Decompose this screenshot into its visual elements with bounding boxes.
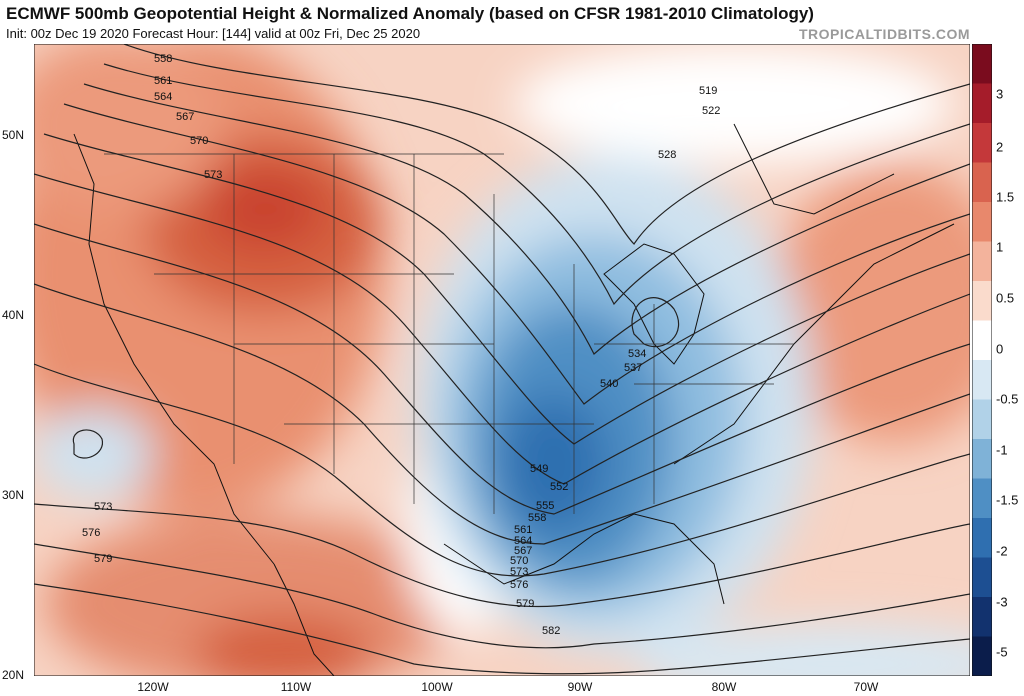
colorbar-label: 0 [996, 341, 1004, 357]
contour-labels: 558 561 564 567 570 573 519 522 528 534 … [82, 53, 720, 637]
lon-label: 120W [137, 680, 169, 694]
contour-label: 528 [658, 149, 676, 161]
colorbar-label: 2 [996, 139, 1004, 155]
colorbar-swatch [972, 478, 992, 519]
colorbar-label: 1 [996, 239, 1004, 255]
anomaly-map: 558 561 564 567 570 573 519 522 528 534 … [34, 44, 970, 676]
contour-label: 555 [536, 500, 554, 512]
colorbar-swatch [972, 597, 992, 637]
chart-title: ECMWF 500mb Geopotential Height & Normal… [6, 4, 814, 23]
contour-label: 558 [528, 512, 546, 524]
colorbar-swatch [972, 360, 992, 400]
contour-label: 567 [514, 545, 532, 557]
contour-label: 567 [176, 111, 194, 123]
colorbar-swatch [972, 399, 992, 440]
colorbar-swatch [972, 44, 992, 84]
contour-label: 582 [542, 625, 560, 637]
lat-label: 20N [2, 668, 25, 682]
height-contours [34, 44, 970, 675]
contour-label: 573 [510, 566, 528, 578]
chart-subtitle: Init: 00z Dec 19 2020 Forecast Hour: [14… [6, 26, 421, 41]
lon-label: 90W [567, 680, 593, 694]
lat-label: 50N [2, 128, 25, 142]
colorbar [972, 44, 992, 676]
contour-label: 537 [624, 362, 642, 374]
colorbar-label: -5 [996, 644, 1008, 660]
contour-label: 570 [510, 555, 528, 567]
lat-label: 30N [2, 488, 25, 502]
colorbar-swatch [972, 281, 992, 321]
colorbar-label: -3 [996, 594, 1008, 610]
lon-label: 70W [853, 680, 879, 694]
colorbar-label: -0.5 [996, 391, 1019, 407]
colorbar-label: -1 [996, 442, 1008, 458]
colorbar-label: 3 [996, 86, 1004, 102]
contour-label: 579 [94, 553, 112, 565]
contour-label: 564 [154, 91, 172, 103]
contour-label: 552 [550, 481, 568, 493]
contour-label: 558 [154, 53, 172, 65]
contour-label: 522 [702, 105, 720, 117]
lon-label: 80W [711, 680, 737, 694]
contour-label: 576 [510, 579, 528, 591]
colorbar-swatch [972, 83, 992, 124]
colorbar-swatch [972, 557, 992, 598]
colorbar-swatch [972, 162, 992, 203]
colorbar-swatch [972, 518, 992, 558]
contour-label: 576 [82, 527, 100, 539]
colorbar-swatch [972, 320, 992, 361]
colorbar-swatch [972, 636, 992, 676]
contour-label: 570 [190, 135, 208, 147]
contour-label: 561 [154, 75, 172, 87]
colorbar-swatch [972, 439, 992, 479]
anomaly-shading [34, 44, 970, 676]
colorbar-label: -1.5 [996, 492, 1019, 508]
contour-label: 573 [204, 169, 222, 181]
lon-label: 100W [421, 680, 453, 694]
colorbar-label: 1.5 [996, 189, 1015, 205]
contour-label: 540 [600, 378, 618, 390]
contour-label: 519 [699, 85, 717, 97]
colorbar-label: -2 [996, 543, 1008, 559]
lat-label: 40N [2, 308, 25, 322]
colorbar-swatch [972, 202, 992, 242]
contour-label: 573 [94, 501, 112, 513]
colorbar-swatch [972, 241, 992, 282]
site-watermark: TROPICALTIDBITS.COM [798, 26, 970, 42]
colorbar-label: 0.5 [996, 290, 1015, 306]
contour-label: 534 [628, 348, 646, 360]
contour-label: 561 [514, 524, 532, 536]
contour-label: 549 [530, 463, 548, 475]
contour-label: 579 [516, 598, 534, 610]
colorbar-swatch [972, 123, 992, 163]
lon-label: 110W [280, 680, 312, 694]
contour-label: 564 [514, 535, 532, 547]
